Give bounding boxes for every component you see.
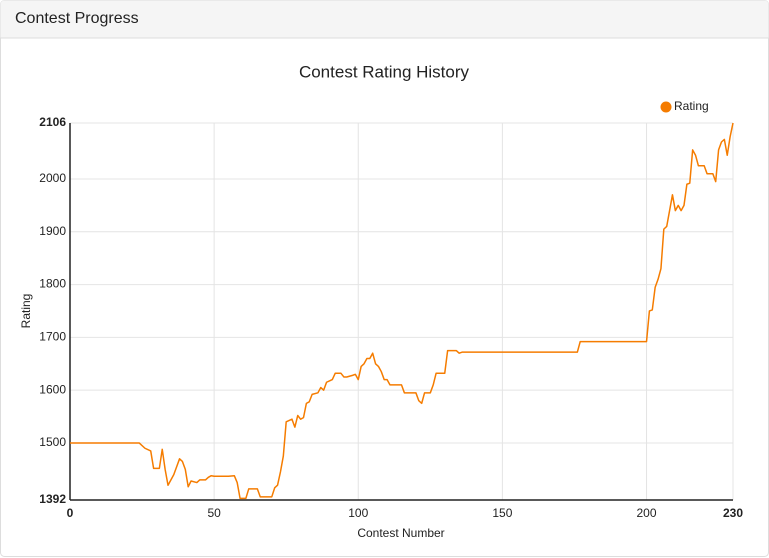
panel-header bbox=[0, 0, 769, 38]
panel-title: Contest Progress bbox=[15, 10, 139, 27]
x-tick-label: 100 bbox=[348, 506, 368, 520]
y-tick-label: 2000 bbox=[39, 171, 66, 185]
x-axis-label: Contest Number bbox=[357, 526, 444, 540]
x-tick-label: 0 bbox=[67, 506, 74, 520]
x-tick-label: 50 bbox=[207, 506, 221, 520]
x-tick-label: 200 bbox=[637, 506, 657, 520]
y-tick-label: 1392 bbox=[39, 492, 66, 506]
legend-label: Rating bbox=[674, 99, 709, 113]
y-tick-label: 2106 bbox=[39, 115, 66, 129]
y-tick-label: 1800 bbox=[39, 277, 66, 291]
y-tick-label: 1600 bbox=[39, 382, 66, 396]
y-tick-label: 1500 bbox=[39, 435, 66, 449]
y-axis-label: Rating bbox=[19, 294, 33, 329]
chart-title: Contest Rating History bbox=[299, 62, 470, 81]
rating-line bbox=[70, 122, 734, 500]
y-tick-label: 1700 bbox=[39, 330, 66, 344]
legend-marker bbox=[660, 101, 672, 113]
y-tick-label: 1900 bbox=[39, 224, 66, 238]
x-tick-label: 230 bbox=[723, 506, 743, 520]
x-tick-label: 150 bbox=[492, 506, 512, 520]
